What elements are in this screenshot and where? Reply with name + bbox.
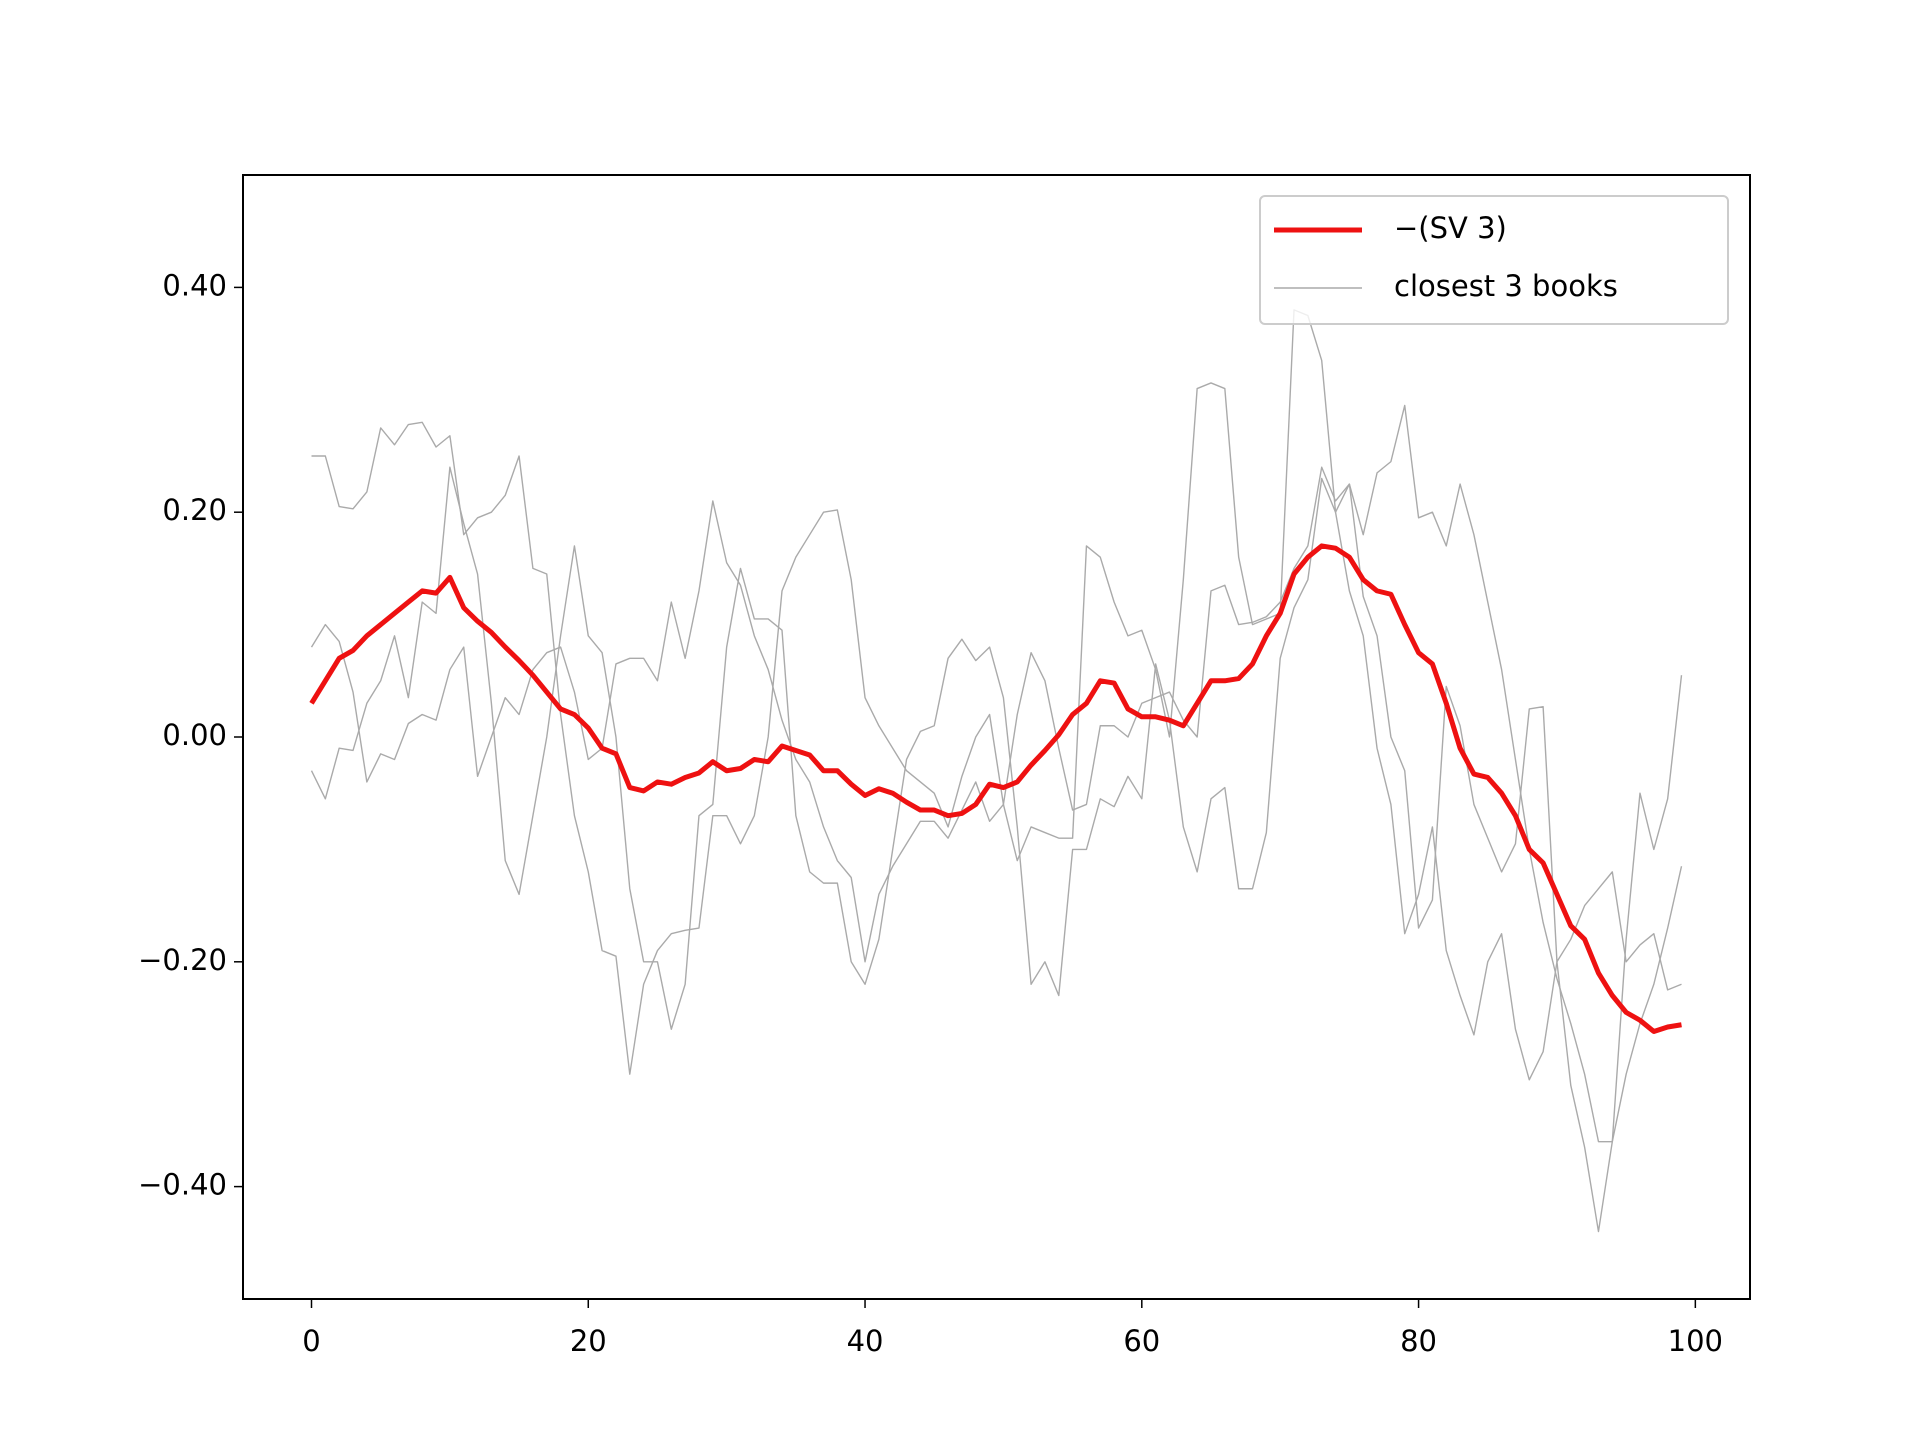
legend-label: closest 3 books [1394, 269, 1618, 303]
x-tick-label: 0 [302, 1324, 320, 1358]
x-tick-label: 60 [1123, 1324, 1160, 1358]
y-tick-label: −0.20 [138, 943, 227, 977]
book-line [310, 466, 1683, 1233]
legend-label: −(SV 3) [1394, 211, 1507, 245]
x-tick-label: 40 [847, 1324, 884, 1358]
y-tick-label: 0.40 [162, 268, 227, 302]
x-tick-label: 80 [1400, 1324, 1437, 1358]
y-tick-label: 0.20 [162, 493, 227, 527]
y-tick-label: 0.00 [162, 718, 227, 752]
book-line [310, 404, 1683, 1143]
x-tick-label: 100 [1668, 1324, 1723, 1358]
y-tick-label: −0.40 [138, 1168, 227, 1202]
book-line [311, 309, 1682, 1081]
legend-box [1259, 195, 1729, 325]
axes-frame [242, 174, 1751, 1300]
x-tick-label: 20 [570, 1324, 607, 1358]
sv-line [309, 543, 1682, 1034]
